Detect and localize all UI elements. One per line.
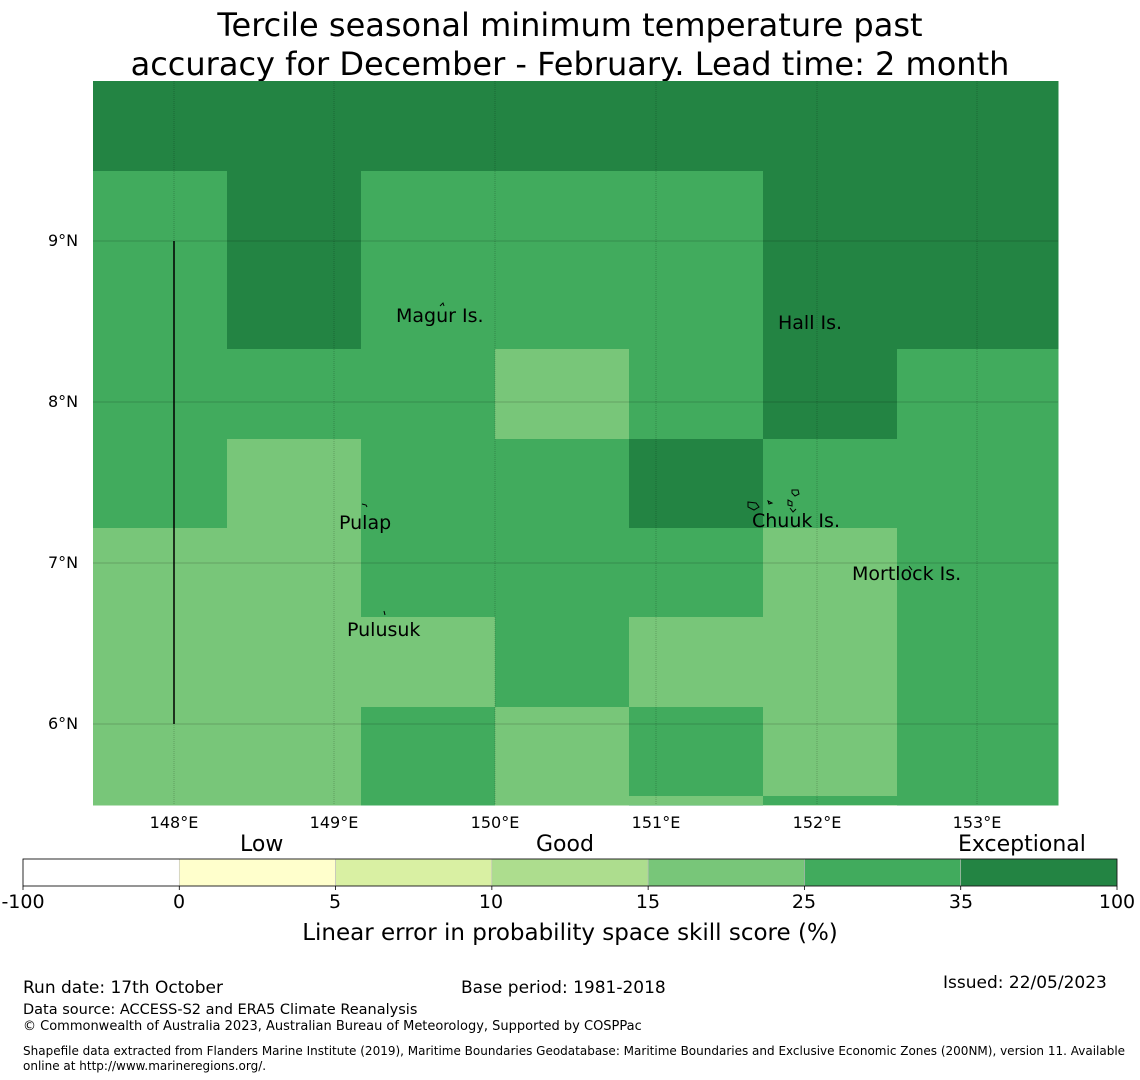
- colorbar-segment: [178, 858, 336, 887]
- map-cell: [495, 528, 630, 618]
- map-cell: [897, 707, 1059, 806]
- map-cell: [227, 439, 362, 529]
- base-period: Base period: 1981-2018: [461, 978, 666, 998]
- map-cell: [227, 528, 362, 618]
- map-cell: [897, 528, 1059, 618]
- lat-label-7n: 7°N: [48, 553, 79, 572]
- map-cell: [495, 349, 630, 440]
- category-low: Low: [240, 832, 284, 857]
- colorbar-segment: [647, 858, 805, 887]
- map-cell: [93, 171, 228, 350]
- tick-label: 25: [791, 891, 817, 913]
- map-cell: [763, 171, 898, 350]
- tick-label: 0: [172, 891, 186, 913]
- map-cell: [227, 349, 362, 440]
- map-cell: [629, 349, 764, 440]
- map-cell: [361, 81, 496, 172]
- map-cell: [227, 617, 362, 708]
- map-cell: [93, 707, 228, 806]
- lon-label-149e: 149°E: [309, 813, 359, 832]
- map-cell: [361, 617, 496, 708]
- map-cell: [763, 617, 898, 708]
- issued-date: Issued: 22/05/2023: [943, 973, 1107, 993]
- colorbar-segment: [22, 858, 180, 887]
- lat-label-8n: 8°N: [48, 392, 79, 411]
- lon-label-152e: 152°E: [792, 813, 842, 832]
- lat-label-6n: 6°N: [48, 714, 79, 733]
- tick-label: 5: [328, 891, 342, 913]
- copyright: © Commonwealth of Australia 2023, Austra…: [23, 1019, 642, 1034]
- map-cell: [897, 349, 1059, 440]
- map-cell: [763, 349, 898, 440]
- chart-title-line2: accuracy for December - February. Lead t…: [130, 45, 1010, 83]
- map-cell: [629, 171, 764, 350]
- tick-label: 10: [478, 891, 504, 913]
- map-cell: [629, 796, 763, 805]
- map-cell: [763, 439, 898, 529]
- map-cell: [495, 707, 630, 806]
- map-cell: [897, 171, 1059, 350]
- lon-label-153e: 153°E: [952, 813, 1002, 832]
- shapefile-credit-1: Shapefile data extracted from Flanders M…: [23, 1044, 1126, 1058]
- map-cell: [361, 707, 496, 806]
- colorbar-title: Linear error in probability space skill …: [302, 920, 838, 946]
- shapefile-credit-2: online at http://www.marineregions.org/.: [23, 1059, 267, 1073]
- lon-label-151e: 151°E: [631, 813, 681, 832]
- map-cell: [629, 439, 764, 529]
- map-cell: [93, 81, 228, 172]
- category-exceptional: Exceptional: [958, 832, 1086, 857]
- map-cell: [93, 439, 228, 529]
- tick-label: 100: [1098, 891, 1136, 913]
- colorbar-segment: [335, 858, 493, 887]
- chart-title-line1: Tercile seasonal minimum temperature pas…: [217, 6, 923, 44]
- map-cell: [227, 707, 362, 806]
- map-cell: [763, 707, 898, 806]
- map-cell: [629, 81, 764, 172]
- map-cell: [495, 439, 630, 529]
- map-cell: [495, 171, 630, 350]
- map-cell: [763, 81, 898, 172]
- map-cell: [227, 81, 362, 172]
- lon-label-148e: 148°E: [149, 813, 199, 832]
- data-source: Data source: ACCESS-S2 and ERA5 Climate …: [23, 1002, 418, 1018]
- colorbar-segment: [804, 858, 962, 887]
- map-cell: [495, 617, 630, 708]
- run-date: Run date: 17th October: [23, 978, 223, 998]
- island-outlines: [361, 302, 913, 616]
- map-cell: [495, 81, 630, 172]
- map-cell: [93, 617, 228, 708]
- tick-label: -100: [1, 891, 45, 913]
- place-chuuk: Chuuk Is.: [752, 510, 840, 532]
- map-cell: [629, 707, 764, 806]
- colorbar-segment: [491, 858, 649, 887]
- colorbar-segment: [960, 858, 1118, 887]
- map-cell: [763, 528, 898, 618]
- map-cell: [897, 81, 1059, 172]
- map-cell: [93, 528, 228, 618]
- place-hall: Hall Is.: [778, 312, 843, 334]
- colorbar-outline: [22, 858, 1118, 887]
- tick-label: 15: [635, 891, 661, 913]
- map-cell: [763, 796, 897, 805]
- place-pulap: Pulap: [339, 512, 392, 534]
- map-cell: [897, 439, 1059, 529]
- tick-label: 35: [948, 891, 974, 913]
- place-mortlock: Mortlock Is.: [852, 563, 962, 585]
- lon-label-150e: 150°E: [470, 813, 520, 832]
- map-cell: [227, 171, 362, 350]
- map-cell: [361, 349, 496, 440]
- category-good: Good: [536, 832, 594, 857]
- map-cell: [629, 528, 764, 618]
- map-cell: [361, 439, 496, 529]
- map-cell: [93, 349, 228, 440]
- place-pulusuk: Pulusuk: [347, 619, 421, 641]
- place-magur: Magur Is.: [396, 305, 484, 327]
- map-cell: [361, 171, 496, 350]
- lat-label-9n: 9°N: [48, 231, 79, 250]
- map-cell: [629, 617, 764, 708]
- map-cell: [361, 528, 496, 618]
- map-cell: [897, 617, 1059, 708]
